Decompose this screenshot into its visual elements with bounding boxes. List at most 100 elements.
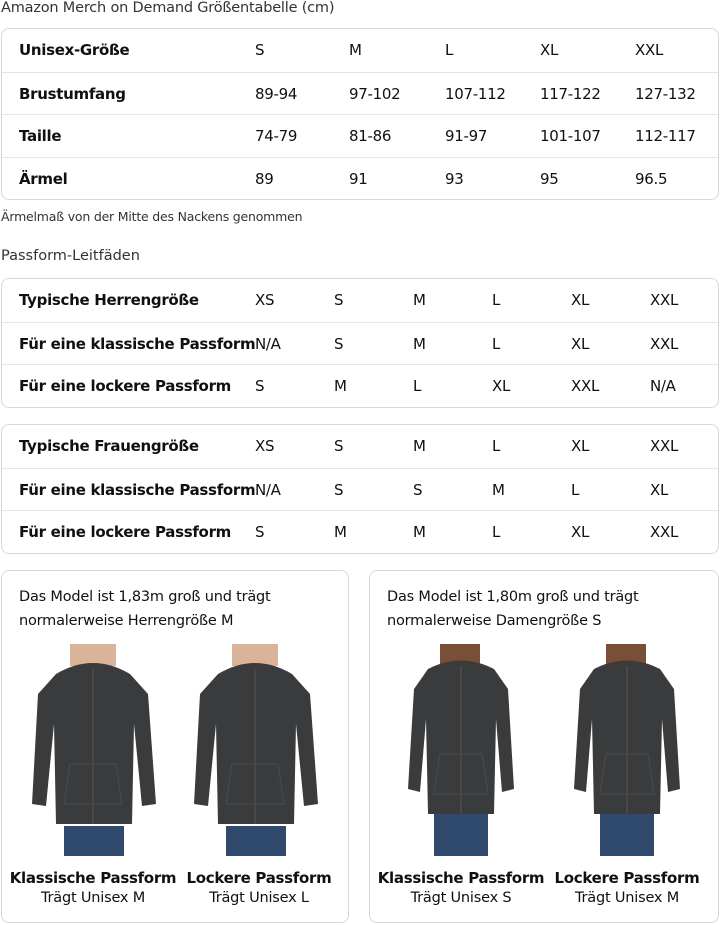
table-cell: M <box>413 437 426 455</box>
row-label: Für eine lockere Passform <box>19 377 231 395</box>
table-cell: M <box>413 523 426 541</box>
sleeve-note: Ärmelmaß von der Mitte des Nackens genom… <box>1 209 303 224</box>
model-info-line: normalerweise Herrengröße M <box>19 613 234 629</box>
table-row: Für eine klassische Passform N/A S M L XL XXL <box>2 321 718 365</box>
table-cell: XL <box>571 291 590 309</box>
table-cell: S <box>255 377 265 395</box>
table-cell: 101-107 <box>540 127 601 145</box>
table-cell: XL <box>571 437 590 455</box>
fit-size: Trägt Unisex S <box>410 890 512 906</box>
fit-size: Trägt Unisex L <box>209 890 309 906</box>
table-cell: L <box>445 41 454 59</box>
model-relaxed-fit-image <box>193 644 319 856</box>
table-cell: L <box>413 377 422 395</box>
table-cell: N/A <box>650 377 676 395</box>
table-row: Unisex-Größe S M L XL XXL <box>2 29 718 72</box>
row-label: Taille <box>19 127 62 145</box>
table-cell: S <box>334 334 344 353</box>
model-info-line: Das Model ist 1,83m groß und trägt <box>19 589 271 605</box>
table-cell: 112-117 <box>635 127 696 145</box>
table-cell: XL <box>492 377 511 395</box>
table-cell: XXL <box>650 437 679 455</box>
table-cell: L <box>492 437 501 455</box>
table-row: Typische Herrengröße XS S M L XL XXL <box>2 279 718 322</box>
table-cell: L <box>571 480 580 499</box>
table-cell: S <box>413 480 423 499</box>
table-cell: S <box>334 480 344 499</box>
men-model-card: Das Model ist 1,83m groß und trägt normal… <box>1 570 349 923</box>
fit-title: Klassische Passform <box>377 869 545 887</box>
size-table: Unisex-Größe S M L XL XXL Brustumfang 89-94 97-1… <box>1 28 719 200</box>
table-cell: L <box>492 291 501 309</box>
row-label: Typische Herrengröße <box>19 291 199 309</box>
table-cell: 107-112 <box>445 84 506 103</box>
row-label: Typische Frauengröße <box>19 437 199 455</box>
table-cell: 89 <box>255 169 274 188</box>
table-cell: L <box>492 523 501 541</box>
table-cell: 95 <box>540 169 559 188</box>
page-title: Amazon Merch on Demand Größentabelle (cm… <box>1 0 335 16</box>
fit-guide-heading: Passform-Leitfäden <box>1 248 140 264</box>
model-info-line: Das Model ist 1,80m groß und trägt <box>387 589 639 605</box>
table-cell: XXL <box>571 377 600 395</box>
model-relaxed-fit-image <box>573 644 681 856</box>
table-cell: M <box>413 334 426 353</box>
table-cell: 96.5 <box>635 169 668 188</box>
fit-title: Klassische Passform <box>9 869 177 887</box>
table-cell: M <box>413 291 426 309</box>
table-cell: 117-122 <box>540 84 601 103</box>
table-cell: XXL <box>635 41 664 59</box>
table-row: Typische Frauengröße XS S M L XL XXL <box>2 425 718 468</box>
table-row: Für eine lockere Passform S M M L XL XXL <box>2 510 718 553</box>
row-label: Für eine lockere Passform <box>19 523 231 541</box>
table-cell: M <box>349 41 362 59</box>
fit-title: Lockere Passform <box>186 869 332 887</box>
table-cell: XS <box>255 437 275 455</box>
table-cell: S <box>255 523 265 541</box>
fit-size: Trägt Unisex M <box>40 890 146 906</box>
row-label: Brustumfang <box>19 84 126 103</box>
women-fit-table: Typische Frauengröße XS S M L XL XXL Für eine k… <box>1 424 719 554</box>
fit-size: Trägt Unisex M <box>574 890 680 906</box>
table-cell: M <box>492 480 505 499</box>
table-cell: 91 <box>349 169 368 188</box>
model-info-line: normalerweise Damengröße S <box>387 613 602 629</box>
table-row: Für eine lockere Passform S M L XL XXL N/A <box>2 364 718 407</box>
row-label: Für eine klassische Passform <box>19 334 256 353</box>
table-cell: M <box>334 377 347 395</box>
table-cell: XXL <box>650 291 679 309</box>
table-row: Brustumfang 89-94 97-102 107-112 117-122 127-… <box>2 71 718 115</box>
row-label: Ärmel <box>19 169 68 188</box>
table-cell: XXL <box>650 523 679 541</box>
table-cell: XL <box>650 480 669 499</box>
table-cell: M <box>334 523 347 541</box>
table-cell: XL <box>571 523 590 541</box>
table-cell: 81-86 <box>349 127 392 145</box>
fit-title: Lockere Passform <box>554 869 700 887</box>
table-row: Für eine klassische Passform N/A S S M L XL <box>2 467 718 511</box>
row-label: Unisex-Größe <box>19 41 130 59</box>
table-cell: 127-132 <box>635 84 696 103</box>
table-cell: XL <box>540 41 559 59</box>
table-cell: XS <box>255 291 275 309</box>
table-cell: S <box>255 41 265 59</box>
table-cell: 91-97 <box>445 127 488 145</box>
women-model-card: Das Model ist 1,80m groß und trägt normal… <box>369 570 719 923</box>
table-cell: N/A <box>255 334 281 353</box>
table-cell: S <box>334 437 344 455</box>
model-classic-fit-image <box>407 644 515 856</box>
table-cell: 74-79 <box>255 127 298 145</box>
model-classic-fit-image <box>31 644 157 856</box>
table-cell: 93 <box>445 169 464 188</box>
table-cell: N/A <box>255 480 281 499</box>
table-cell: XXL <box>650 334 679 353</box>
table-row: Ärmel 89 91 93 95 96.5 <box>2 156 718 200</box>
table-cell: 89-94 <box>255 84 298 103</box>
table-row: Taille 74-79 81-86 91-97 101-107 112-117 <box>2 114 718 157</box>
table-cell: 97-102 <box>349 84 401 103</box>
men-fit-table: Typische Herrengröße XS S M L XL XXL Für eine k… <box>1 278 719 408</box>
table-cell: L <box>492 334 501 353</box>
row-label: Für eine klassische Passform <box>19 480 256 499</box>
table-cell: S <box>334 291 344 309</box>
table-cell: XL <box>571 334 590 353</box>
